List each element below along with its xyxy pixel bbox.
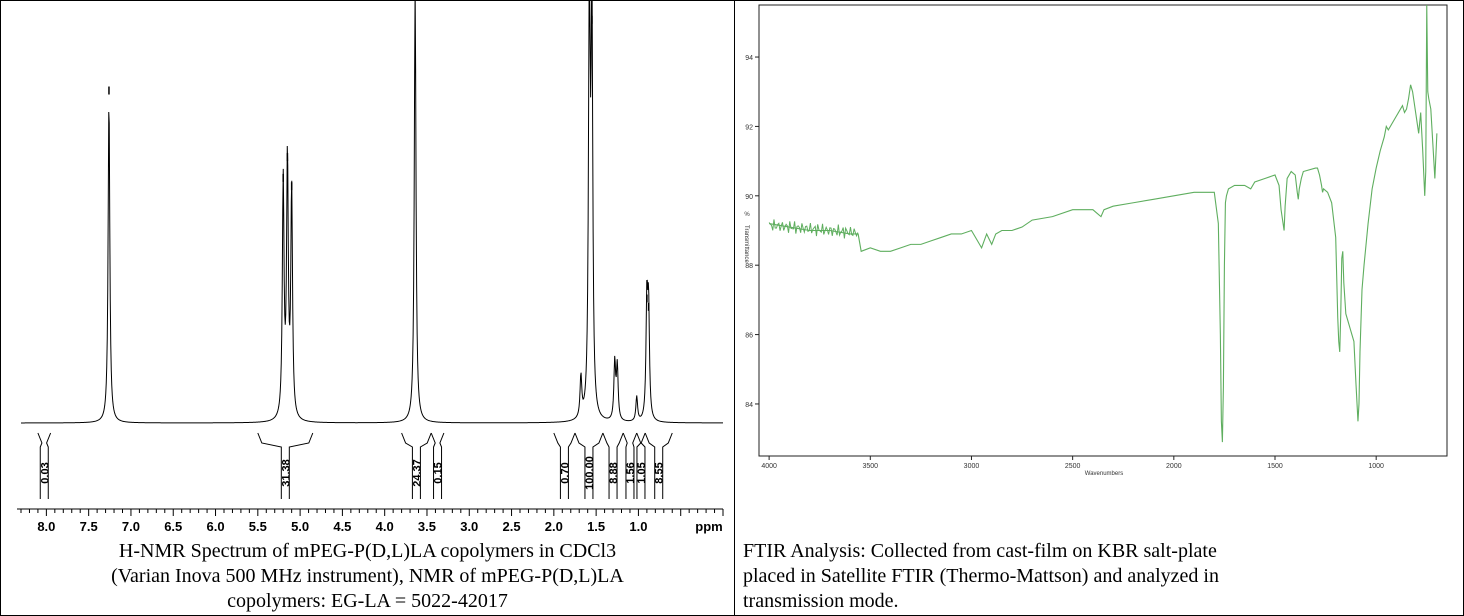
ftir-x-tick-label: 4000	[761, 463, 777, 470]
ftir-x-tick-label: 3500	[863, 463, 879, 470]
nmr-x-tick-label: 8.0	[37, 519, 55, 534]
nmr-integral-label: 1.05	[636, 462, 648, 483]
nmr-integral-bracket	[602, 432, 624, 499]
ftir-y-tick-label: 88	[745, 263, 753, 270]
ftir-spectrum-chart: 84 86 88 90 92 94 4000 3500 3000 2500 2000 1500 1000…	[743, 4, 1448, 477]
nmr-integral-bracket	[553, 432, 576, 499]
ftir-caption: FTIR Analysis: Collected from cast-film …	[743, 539, 1458, 614]
nmr-integral-label: 1.56	[625, 462, 637, 483]
nmr-integral-bracket	[636, 432, 646, 499]
ftir-x-tick-label: 1000	[1368, 463, 1384, 470]
nmr-x-tick-label: 1.5	[587, 519, 605, 534]
nmr-integral-bracket	[401, 432, 432, 499]
ftir-x-tick-label: 3000	[964, 463, 980, 470]
nmr-caption-line-3: copolymers: EG-LA = 5022-42017	[227, 590, 508, 612]
ftir-y-tick-label: 90	[745, 194, 753, 201]
nmr-integral-label: 8.55	[654, 462, 666, 483]
nmr-x-tick-label: 5.5	[249, 519, 267, 534]
nmr-spectrum-line	[21, 0, 724, 424]
nmr-integral-label: 0.15	[433, 462, 445, 483]
nmr-x-tick-label: 7.0	[122, 519, 140, 534]
nmr-spectrum-chart: 0.03 31.38 24.37 0.15 0.70 100.00 8.88 1.561.05…	[17, 0, 724, 534]
nmr-integral-bracket	[644, 432, 673, 499]
nmr-integral-bracket	[574, 432, 604, 499]
nmr-caption-line-1: H-NMR Spectrum of mPEG-P(D,L)LA copolyme…	[118, 540, 617, 562]
nmr-integral-bracket	[37, 432, 52, 499]
nmr-x-tick-label: 3.5	[418, 519, 436, 534]
nmr-integral-bracket	[257, 432, 314, 499]
ftir-x-tick-label: 2000	[1166, 463, 1182, 470]
ftir-plot-frame	[758, 4, 1448, 457]
nmr-x-tick-label: 4.0	[376, 519, 394, 534]
nmr-panel: 0.03 31.38 24.37 0.15 0.70 100.00 8.88 1.56 1.05…	[1, 0, 734, 615]
nmr-x-tick-label: 5.0	[291, 519, 309, 534]
nmr-integral-bracket	[622, 432, 638, 499]
nmr-caption: H-NMR Spectrum of mPEG-P(D,L)LA copolyme…	[1, 539, 734, 614]
nmr-integral-label: 31.38	[280, 459, 292, 487]
ftir-caption-line-3: transmission mode.	[743, 590, 899, 612]
nmr-integral-label: 8.88	[608, 462, 620, 483]
nmr-x-tick-label: 2.0	[545, 519, 563, 534]
nmr-x-tick-label: 6.0	[206, 519, 224, 534]
ftir-y-axis-label-percent: %	[744, 212, 750, 218]
nmr-x-tick-label: 3.0	[460, 519, 478, 534]
ftir-x-tick-label: 1500	[1267, 463, 1283, 470]
ftir-x-tick-label: 2500	[1065, 463, 1081, 470]
ftir-noise-segment	[768, 219, 859, 239]
nmr-caption-line-2: (Varian Inova 500 MHz instrument), NMR o…	[111, 565, 624, 587]
ftir-y-tick-label: 92	[745, 124, 753, 131]
ftir-caption-line-2: placed in Satellite FTIR (Thermo-Mattson…	[743, 565, 1219, 587]
nmr-x-tick-label: 6.5	[164, 519, 182, 534]
ftir-y-axis-label: Transmittance	[743, 225, 749, 263]
ftir-y-tick-label: 84	[745, 402, 753, 409]
nmr-integral-label: 24.37	[411, 459, 423, 487]
ftir-y-tick-label: 86	[745, 333, 753, 340]
ftir-x-axis-label: Wavenumbers	[1085, 471, 1123, 477]
ftir-panel: 84 86 88 90 92 94 4000 3500 3000 2500 2000 1500 1000…	[735, 1, 1463, 615]
nmr-integral-bracket	[430, 432, 445, 499]
nmr-integral-label: 0.70	[559, 462, 571, 483]
nmr-integral-label: 0.03	[39, 462, 51, 483]
nmr-x-tick-label: 4.5	[333, 519, 351, 534]
nmr-x-tick-label: 2.5	[503, 519, 521, 534]
nmr-x-tick-label: 1.0	[629, 519, 647, 534]
ftir-spectrum-line	[769, 4, 1438, 443]
ftir-y-tick-label: 94	[745, 55, 753, 62]
panel-divider	[734, 0, 735, 616]
nmr-integral-label: 100.00	[584, 456, 596, 490]
nmr-x-tick-label: 7.5	[80, 519, 98, 534]
ftir-caption-line-1: FTIR Analysis: Collected from cast-film …	[743, 540, 1217, 562]
nmr-x-axis-label: ppm	[695, 519, 722, 534]
